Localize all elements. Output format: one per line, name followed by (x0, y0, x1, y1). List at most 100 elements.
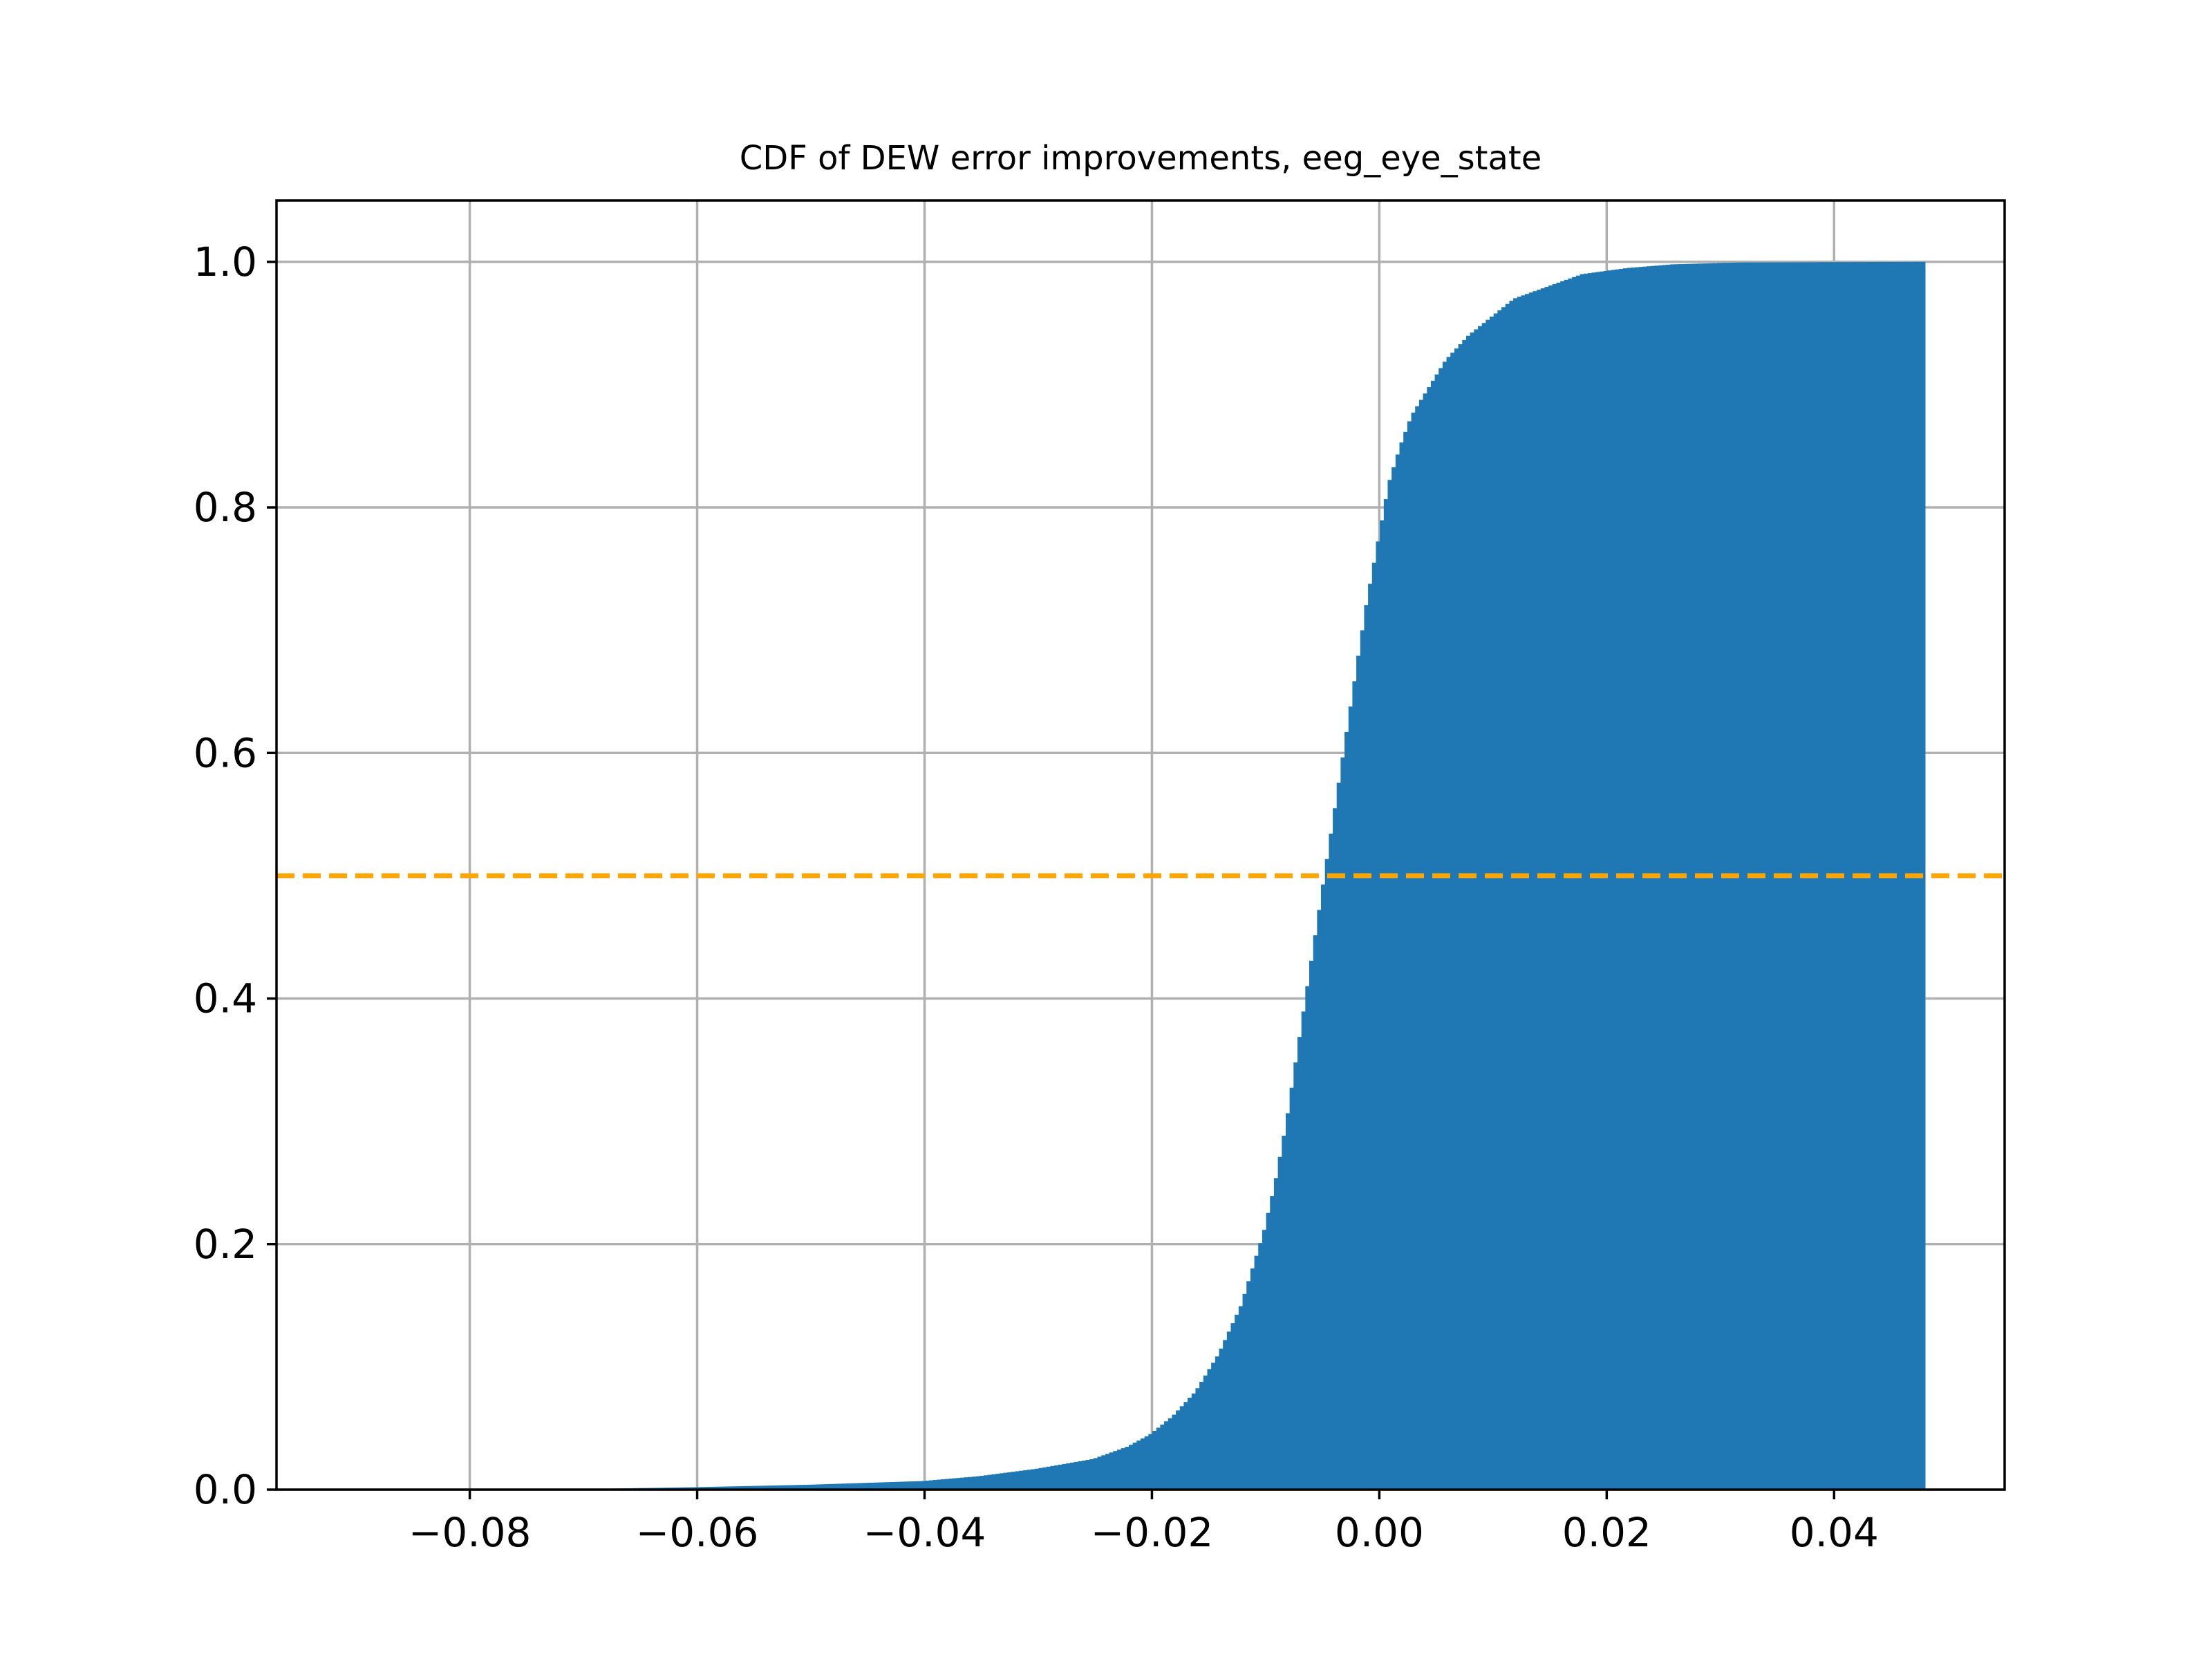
cdf-bar (1427, 387, 1432, 1490)
cdf-bar (1921, 261, 1926, 1490)
cdf-bar (1423, 393, 1427, 1490)
cdf-bar (885, 1482, 890, 1490)
cdf-bar (791, 1485, 796, 1490)
cdf-bar (932, 1480, 937, 1490)
cdf-bar (752, 1485, 757, 1490)
cdf-bar (1324, 859, 1329, 1490)
cdf-bar (1611, 270, 1616, 1490)
cdf-bar (1226, 1331, 1232, 1490)
cdf-bar (1285, 1113, 1291, 1490)
cdf-bar (1631, 268, 1635, 1490)
cdf-bar (1348, 706, 1353, 1490)
cdf-bar (811, 1484, 816, 1490)
cdf-bar (1336, 782, 1341, 1490)
cdf-bar (897, 1481, 902, 1490)
axis-ticks: −0.08 −0.06 −0.04 −0.02 0.00 0.02 0.04 0.0 0.2 0.… (194, 238, 1879, 1556)
cdf-bar (705, 1487, 710, 1490)
cdf-bar (1132, 1443, 1137, 1490)
cdf-bar (1603, 271, 1608, 1490)
cdf-bar (1791, 262, 1797, 1490)
cdf-bar (1207, 1369, 1212, 1490)
cdf-bar (815, 1484, 820, 1490)
cdf-bar (709, 1486, 714, 1490)
cdf-bar (1846, 262, 1851, 1490)
cdf-bar (767, 1485, 773, 1490)
cdf-bar (862, 1483, 867, 1490)
cdf-bar (1415, 406, 1420, 1490)
cdf-bar (771, 1485, 776, 1490)
cdf-bar (1599, 271, 1604, 1490)
cdf-bar (1383, 499, 1389, 1490)
cdf-bar (1376, 541, 1380, 1490)
cdf-bar (1615, 269, 1620, 1490)
cdf-bar (1266, 1212, 1271, 1490)
cdf-bar (838, 1483, 843, 1490)
cdf-bar (1874, 262, 1879, 1490)
cdf-bar (1105, 1454, 1110, 1490)
cdf-bar (724, 1486, 729, 1490)
cdf-bar (1501, 307, 1506, 1490)
y-tick-label: 0.8 (194, 484, 257, 531)
cdf-bar (1250, 1268, 1255, 1490)
cdf-bar (1293, 1062, 1298, 1490)
cdf-bar (1591, 272, 1596, 1490)
cdf-bar (893, 1481, 898, 1490)
cdf-bar (1764, 262, 1769, 1490)
cdf-bar (1069, 1462, 1075, 1490)
cdf-bar (1093, 1458, 1098, 1490)
cdf-bar (846, 1483, 851, 1490)
cdf-bar (1454, 348, 1459, 1490)
cdf-bar (717, 1486, 722, 1490)
cdf-bar (1141, 1438, 1145, 1490)
cdf-bar (1717, 263, 1722, 1490)
cdf-bar (1176, 1410, 1181, 1490)
cdf-bar (827, 1483, 832, 1490)
cdf-bar (912, 1481, 918, 1490)
cdf-bar (748, 1485, 753, 1490)
cdf-bar (1897, 261, 1902, 1490)
cdf-bar (1446, 357, 1451, 1490)
cdf-bar (1450, 353, 1455, 1490)
cdf-bar (1537, 290, 1541, 1490)
cdf-bar (1246, 1281, 1251, 1490)
cdf-bar (1497, 310, 1502, 1490)
cdf-bar (736, 1486, 741, 1490)
cdf-bar (1160, 1424, 1165, 1490)
cdf-bar (779, 1485, 785, 1490)
cdf-bar (1333, 808, 1338, 1490)
cdf-bar (1407, 421, 1412, 1490)
cdf-bar (1465, 335, 1471, 1490)
cdf-bar (1462, 339, 1467, 1490)
cdf-bar (1842, 262, 1847, 1490)
cdf-bar (1074, 1461, 1078, 1490)
cdf-bar (921, 1481, 926, 1490)
cdf-bar (1317, 910, 1322, 1490)
cdf-bar (1179, 1406, 1185, 1490)
cdf-bar (1360, 630, 1365, 1490)
cdf-bar (1399, 442, 1404, 1490)
cdf-bar (1230, 1323, 1235, 1490)
cdf-bar (850, 1483, 855, 1490)
x-tick-label: 0.02 (1562, 1509, 1651, 1556)
cdf-bar (1313, 935, 1318, 1490)
cdf-bar (1391, 467, 1396, 1490)
cdf-bar (1901, 261, 1906, 1490)
cdf-bar (1713, 263, 1718, 1490)
cdf-bar (1395, 454, 1400, 1490)
cdf-bar (905, 1481, 910, 1490)
cdf-bar (756, 1485, 761, 1490)
cdf-bar (1795, 262, 1800, 1490)
cdf-bar (944, 1479, 949, 1490)
cdf-bar (928, 1480, 933, 1490)
cdf-bar (1148, 1434, 1153, 1490)
cdf-bar (991, 1474, 996, 1490)
cdf-bar (1191, 1393, 1197, 1490)
cdf-bar (744, 1485, 749, 1490)
cdf-bar (1085, 1459, 1090, 1490)
cdf-bar (1101, 1455, 1106, 1490)
cdf-bar (877, 1482, 883, 1490)
cdf-bar (1662, 265, 1667, 1490)
cdf-bar (881, 1482, 886, 1490)
cdf-bar (1309, 960, 1314, 1490)
